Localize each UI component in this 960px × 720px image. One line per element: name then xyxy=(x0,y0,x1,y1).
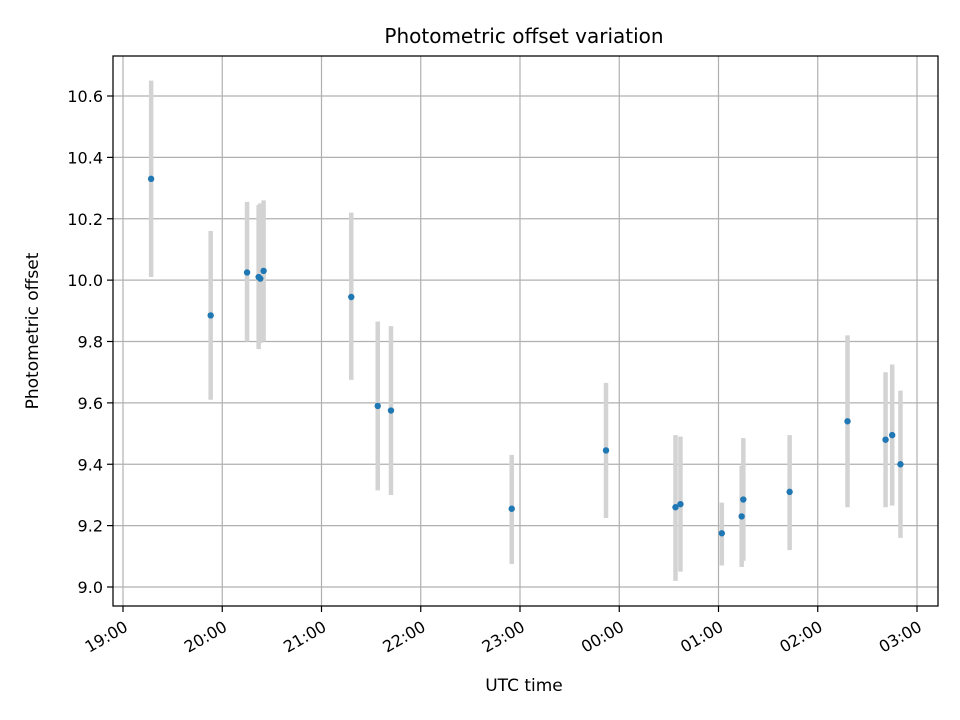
data-point xyxy=(602,447,610,454)
y-tick-label: 9.6 xyxy=(78,394,103,413)
x-tick-label: 20:00 xyxy=(181,617,230,657)
x-tick-label: 23:00 xyxy=(479,617,528,657)
x-axis-title: UTC time xyxy=(485,676,563,696)
data-point xyxy=(677,500,684,508)
x-tick-label: 01:00 xyxy=(677,617,726,657)
data-point xyxy=(888,431,896,439)
data-point xyxy=(348,293,355,301)
x-tick-label: 19:00 xyxy=(82,617,131,657)
x-tick-label: 22:00 xyxy=(379,617,428,657)
data-point xyxy=(508,505,515,512)
data-point xyxy=(738,513,745,520)
error-bars xyxy=(148,80,903,581)
data-point xyxy=(387,407,395,414)
y-tick-label: 10.0 xyxy=(67,271,103,290)
x-tick-label: 02:00 xyxy=(776,617,825,657)
x-axis-ticks: 19:00 20:00 21:00 22:00 23:00 00:00 01:00 02:00… xyxy=(82,606,925,657)
data-point xyxy=(897,461,904,468)
data-points xyxy=(147,175,904,537)
y-tick-label: 10.2 xyxy=(67,210,103,229)
data-point xyxy=(207,312,214,319)
y-tick-label: 9.8 xyxy=(78,333,103,352)
chart-title: Photometric offset variation xyxy=(384,24,663,48)
data-point xyxy=(147,175,155,183)
x-tick-label: 21:00 xyxy=(280,617,329,657)
y-tick-label: 10.4 xyxy=(67,148,103,167)
data-point xyxy=(882,436,889,443)
data-point xyxy=(374,402,381,410)
data-point xyxy=(260,267,267,275)
plot-frame xyxy=(112,55,939,607)
data-point xyxy=(672,504,679,511)
data-point xyxy=(243,269,251,276)
y-axis-ticks: 9.0 9.2 9.4 9.6 9.8 10.0 10.2 10.4 10.6 xyxy=(67,87,113,597)
data-point xyxy=(257,275,264,282)
y-tick-label: 9.0 xyxy=(78,578,103,597)
x-tick-label: 00:00 xyxy=(578,617,627,657)
y-tick-label: 9.4 xyxy=(78,455,103,474)
data-point xyxy=(740,496,747,503)
data-point xyxy=(844,418,851,425)
y-axis-title: Photometric offset xyxy=(23,252,43,409)
grid-lines xyxy=(113,56,938,606)
data-point xyxy=(718,530,726,537)
x-tick-label: 03:00 xyxy=(876,617,925,657)
y-tick-label: 9.2 xyxy=(78,517,103,536)
y-tick-label: 10.6 xyxy=(67,87,103,106)
data-point xyxy=(786,488,793,496)
